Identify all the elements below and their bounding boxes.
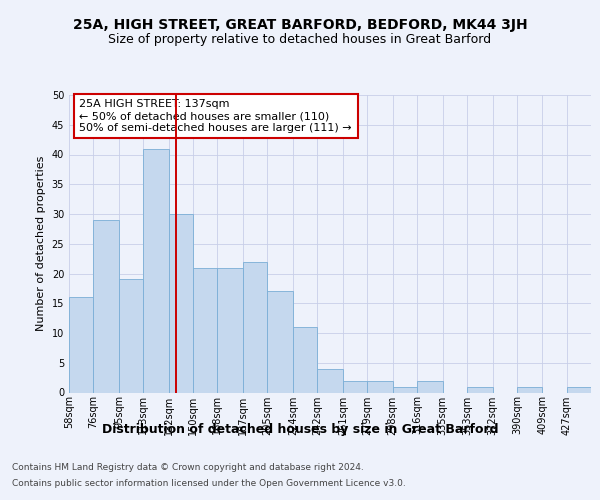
Bar (517, 386, 542, 392)
Bar (143, 148, 169, 392)
Text: Distribution of detached houses by size in Great Barford: Distribution of detached houses by size … (102, 422, 498, 436)
Y-axis label: Number of detached properties: Number of detached properties (36, 156, 46, 332)
Bar (343, 380, 367, 392)
Text: Size of property relative to detached houses in Great Barford: Size of property relative to detached ho… (109, 32, 491, 46)
Bar (119, 280, 143, 392)
Bar (93, 220, 119, 392)
Text: Contains HM Land Registry data © Crown copyright and database right 2024.: Contains HM Land Registry data © Crown c… (12, 462, 364, 471)
Bar (317, 368, 343, 392)
Bar (69, 298, 93, 392)
Bar (243, 262, 267, 392)
Bar (567, 386, 591, 392)
Text: 25A, HIGH STREET, GREAT BARFORD, BEDFORD, MK44 3JH: 25A, HIGH STREET, GREAT BARFORD, BEDFORD… (73, 18, 527, 32)
Bar (217, 268, 243, 392)
Bar (417, 380, 443, 392)
Text: Contains public sector information licensed under the Open Government Licence v3: Contains public sector information licen… (12, 479, 406, 488)
Bar (293, 327, 317, 392)
Bar (467, 386, 493, 392)
Bar (367, 380, 393, 392)
Bar (267, 292, 293, 392)
Bar (393, 386, 417, 392)
Bar (193, 268, 217, 392)
Bar (169, 214, 193, 392)
Text: 25A HIGH STREET: 137sqm
← 50% of detached houses are smaller (110)
50% of semi-d: 25A HIGH STREET: 137sqm ← 50% of detache… (79, 100, 352, 132)
